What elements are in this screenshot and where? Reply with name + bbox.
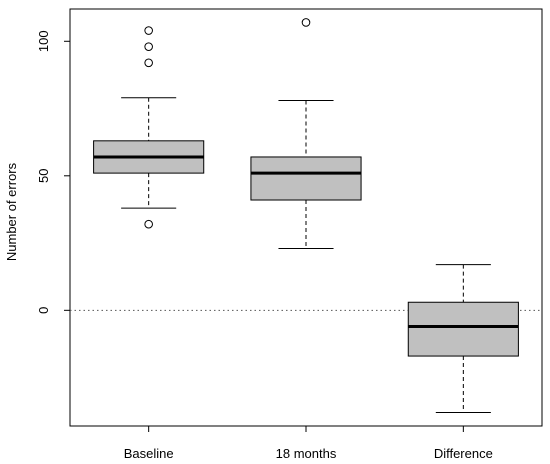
outlier-point [144,219,153,229]
outlier-point [144,42,153,51]
outlier-point [144,58,153,68]
x-axis: Baseline 18 months Difference [124,426,493,461]
iqr-box [250,156,362,201]
y-axis-label: Number of errors [4,162,19,261]
y-axis: 0 50 100 [36,30,70,314]
outlier-point [144,26,153,35]
y-tick-label: 0 [36,307,51,314]
box-difference [407,264,519,414]
x-tick-label: Baseline [124,446,174,461]
y-tick-label: 50 [36,169,51,183]
x-tick-label: 18 months [276,446,337,461]
boxes [93,18,519,414]
y-tick-label: 100 [36,30,51,52]
box-18-months [250,18,362,249]
box-baseline [93,26,205,229]
outlier-point [301,18,311,27]
iqr-box [407,301,519,357]
x-tick-label: Difference [434,446,493,461]
